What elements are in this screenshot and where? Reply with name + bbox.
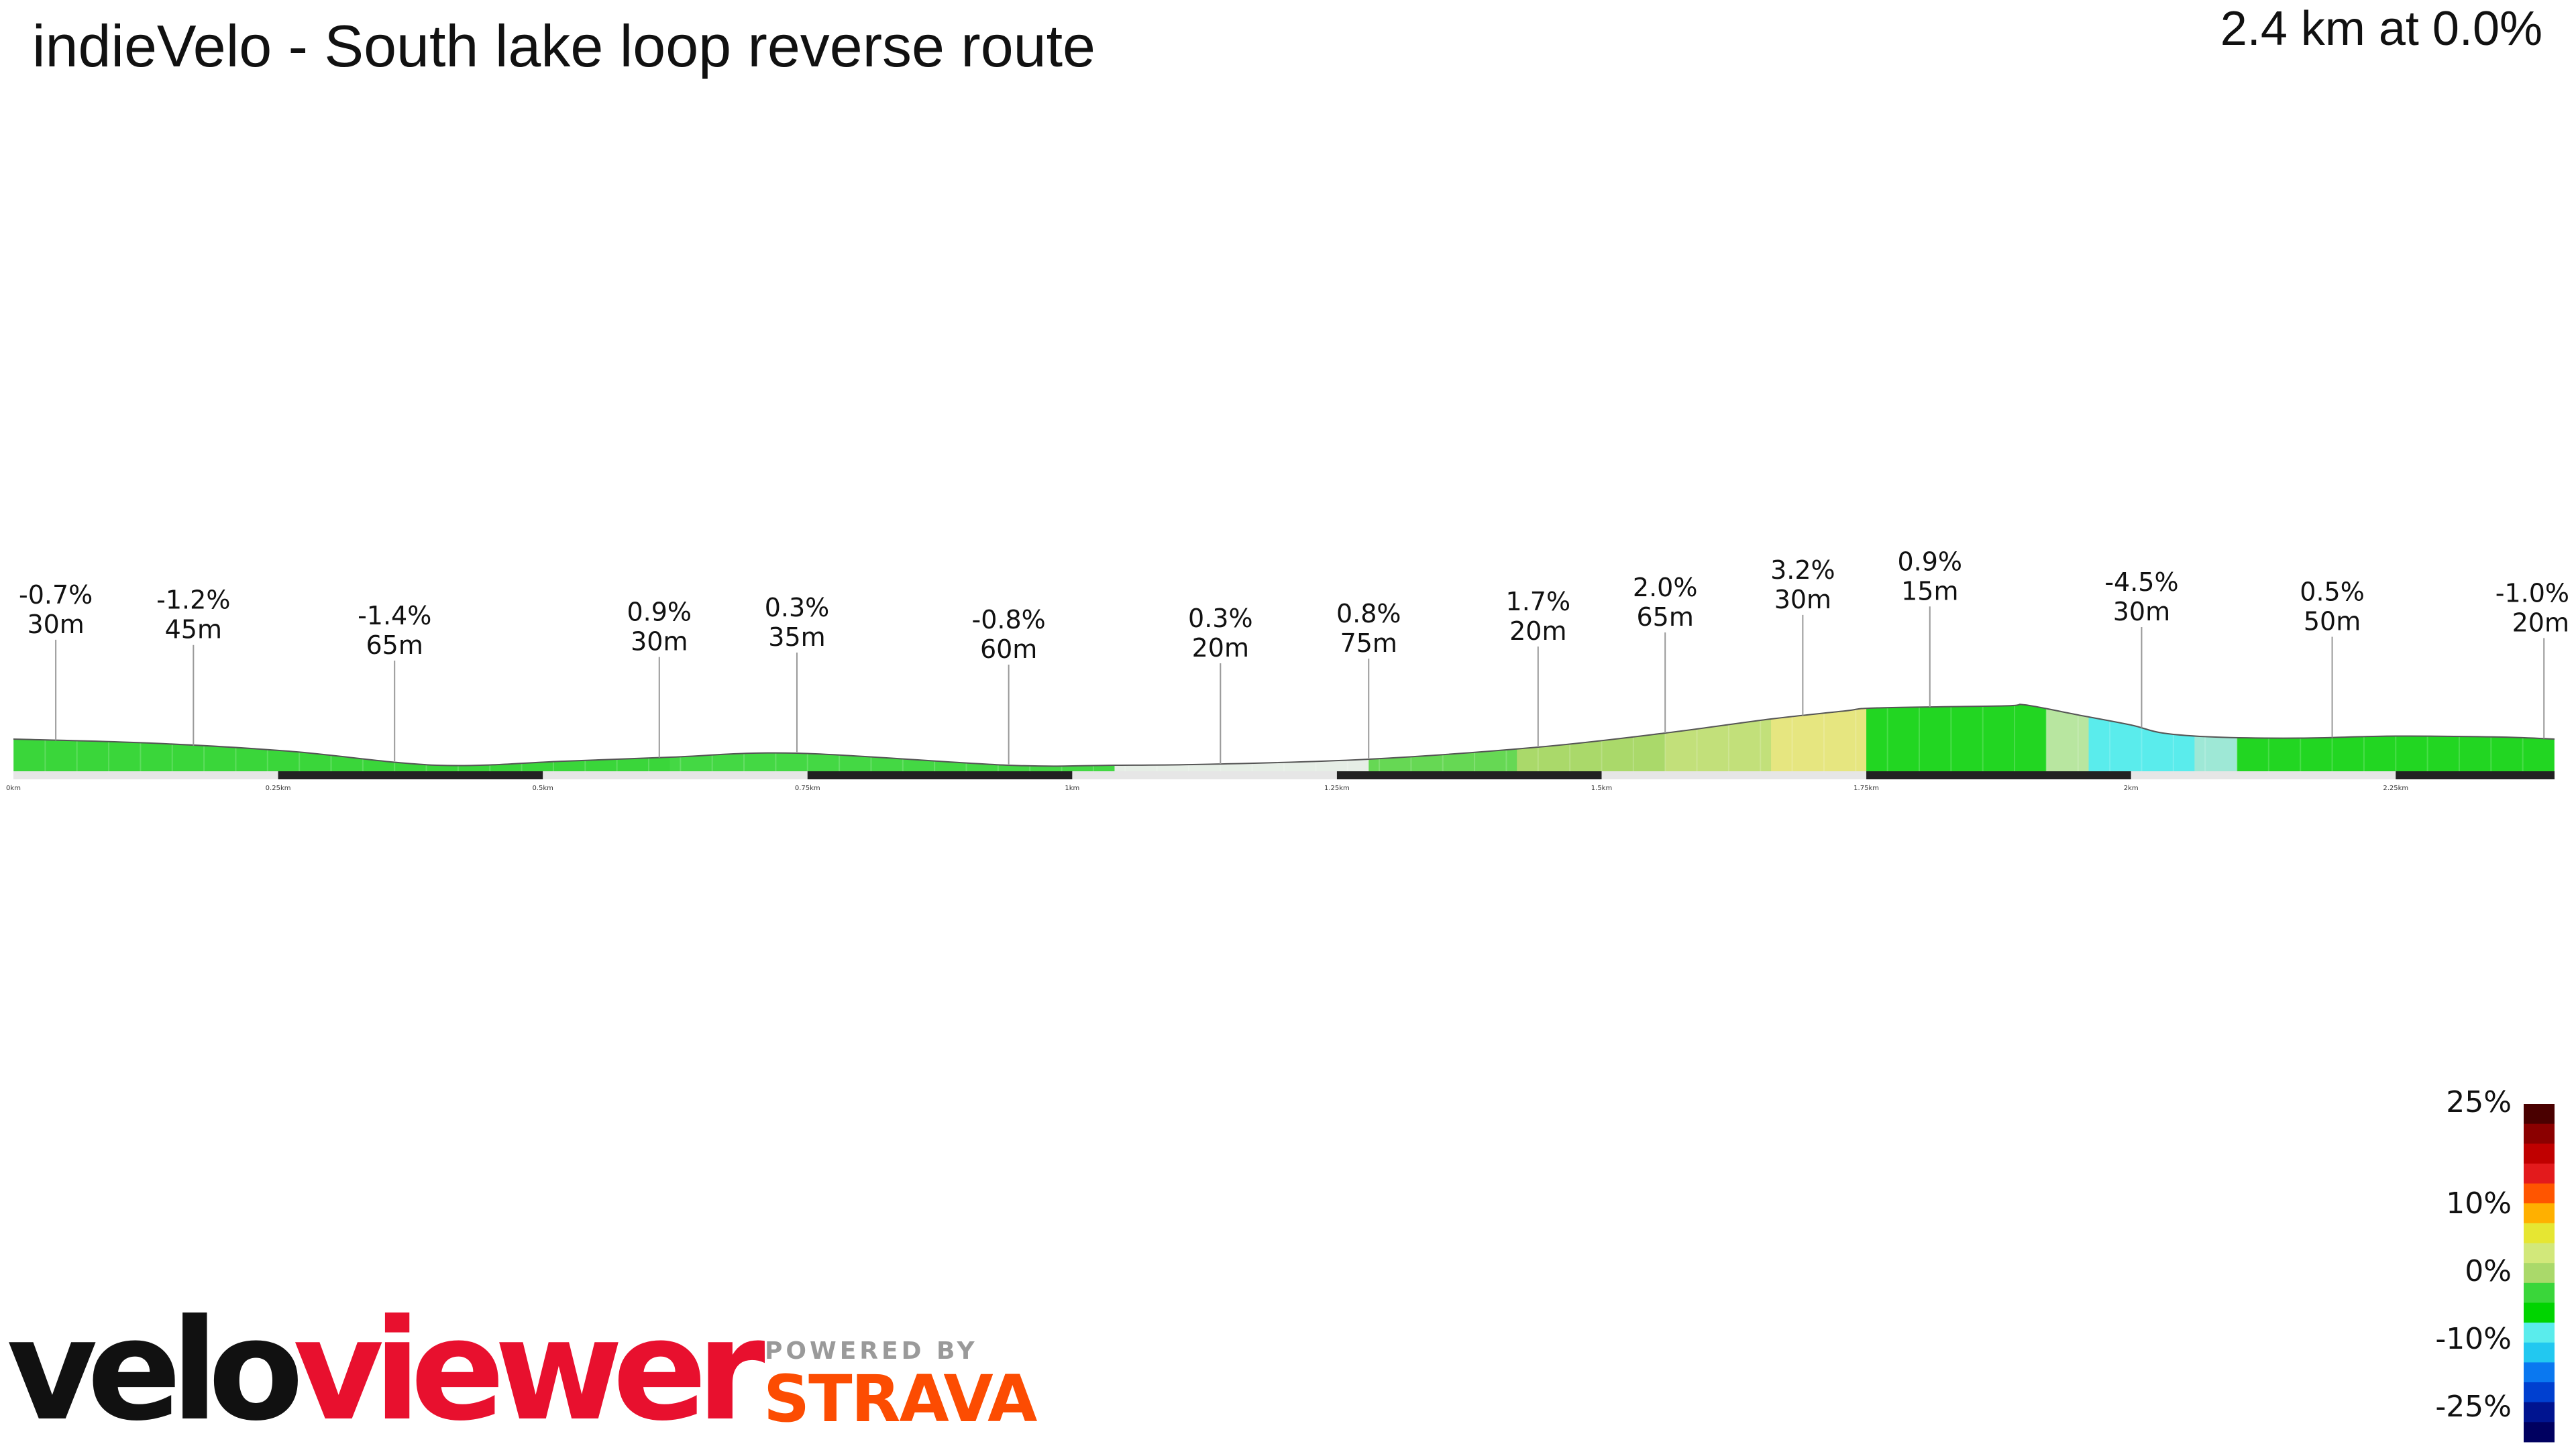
x-tick-label: 0.5km [532, 785, 553, 792]
segment-grade-label: 0.3% [765, 593, 830, 622]
x-tick-label: 1.5km [1591, 785, 1612, 792]
x-tick-label: 0.25km [266, 785, 291, 792]
grade-band [2046, 704, 2090, 771]
legend-label: -10% [2435, 1321, 2512, 1356]
segment-grade-label: -0.7% [19, 580, 93, 610]
legend-swatch [2524, 1422, 2555, 1443]
segment-grade-label: 0.8% [1336, 599, 1401, 628]
segment-length-label: 65m [366, 630, 423, 660]
powered-by-label: POWERED BY [765, 1337, 978, 1365]
legend-swatch [2524, 1163, 2555, 1184]
segment-annotations: -0.7%30m-1.2%45m -1.4%65m0.9%30m0.3%35m-0… [19, 547, 2569, 765]
segment-grade-label: -1.2% [156, 585, 230, 615]
segment-grade-label: 0.9% [1898, 547, 1963, 576]
legend-swatch [2524, 1342, 2555, 1363]
segment-grade-label: 0.5% [2300, 577, 2365, 607]
legend-swatch [2524, 1203, 2555, 1224]
distance-bar-block [278, 771, 543, 779]
segment-grade-label: -0.8% [972, 605, 1046, 634]
legend-swatch [2524, 1263, 2555, 1284]
legend-swatch [2524, 1183, 2555, 1204]
segment-grade-label: -4.5% [2104, 567, 2178, 597]
x-tick-label: 2.25km [2383, 785, 2408, 792]
logo-viewer: viewer [292, 1290, 765, 1452]
grade-band [1866, 704, 2047, 771]
legend-swatch [2524, 1323, 2555, 1343]
x-tick-label: 2km [2124, 785, 2139, 792]
grade-band [13, 704, 671, 771]
chart-title: indieVelo - South lake loop reverse rout… [32, 13, 1095, 79]
x-tick-label: 0km [6, 785, 21, 792]
segment-length-label: 35m [768, 622, 825, 652]
segment-length-label: 20m [2512, 608, 2569, 637]
segment-grade-label: 2.0% [1633, 573, 1698, 602]
segment-grade-label: 1.7% [1506, 587, 1571, 616]
strava-logo: STRAVA [763, 1361, 1037, 1437]
veloviewer-logo: veloviewer [7, 1301, 765, 1441]
segment-length-label: 30m [1774, 585, 1831, 614]
legend-label: 10% [2446, 1186, 2512, 1221]
segment-length-label: 30m [631, 627, 688, 657]
distance-bar-block [2396, 771, 2555, 779]
legend-swatch [2524, 1402, 2555, 1422]
segment-length-label: 45m [165, 615, 222, 645]
legend-swatch [2524, 1243, 2555, 1264]
legend-label: 25% [2446, 1085, 2512, 1119]
grade-band [1771, 704, 1867, 771]
legend-swatch [2524, 1104, 2555, 1125]
x-tick-label: 0.75km [795, 785, 820, 792]
segment-length-label: 20m [1192, 633, 1249, 663]
segment-length-label: 15m [1901, 576, 1958, 606]
x-tick-label: 1km [1065, 785, 1079, 792]
distance-bar-block [1336, 771, 1602, 779]
x-tick-label: 1.25km [1324, 785, 1350, 792]
segment-length-label: 30m [2113, 597, 2170, 626]
segment-grade-label: 3.2% [1770, 555, 1835, 585]
segment-grade-label: -1.0% [2496, 578, 2569, 608]
gradient-legend-bar [2524, 1104, 2555, 1443]
route-summary: 2.4 km at 0.0% [2220, 2, 2542, 56]
segment-grade-label: -1.4% [358, 601, 431, 630]
segment-grade-label: 0.9% [627, 598, 692, 627]
segment-length-label: 65m [1637, 602, 1694, 632]
legend-swatch [2524, 1123, 2555, 1144]
legend-swatch [2524, 1143, 2555, 1164]
grade-band [2194, 704, 2237, 771]
distance-scale-bar: 0km 0.25km 0.5km 0.75km 1km 1.25km 1.5km 1.75km… [6, 771, 2555, 792]
legend-swatch [2524, 1362, 2555, 1383]
legend-swatch [2524, 1302, 2555, 1323]
x-tick-label: 1.75km [1854, 785, 1879, 792]
segment-length-label: 30m [27, 610, 84, 639]
distance-bar-block [807, 771, 1073, 779]
legend-swatch [2524, 1223, 2555, 1244]
grade-band [669, 704, 1115, 771]
segment-length-label: 50m [2304, 607, 2361, 636]
segment-length-label: 75m [1340, 628, 1397, 658]
elevation-outline [13, 704, 2555, 767]
segment-length-label: 20m [1509, 616, 1566, 646]
legend-label: 0% [2465, 1254, 2512, 1288]
segment-length-label: 60m [980, 634, 1037, 664]
legend-swatch [2524, 1382, 2555, 1403]
legend-swatch [2524, 1282, 2555, 1303]
distance-bar-block [1866, 771, 2131, 779]
logo-velo: velo [7, 1290, 304, 1452]
segment-grade-label: 0.3% [1188, 604, 1253, 633]
legend-label: -25% [2435, 1390, 2512, 1424]
